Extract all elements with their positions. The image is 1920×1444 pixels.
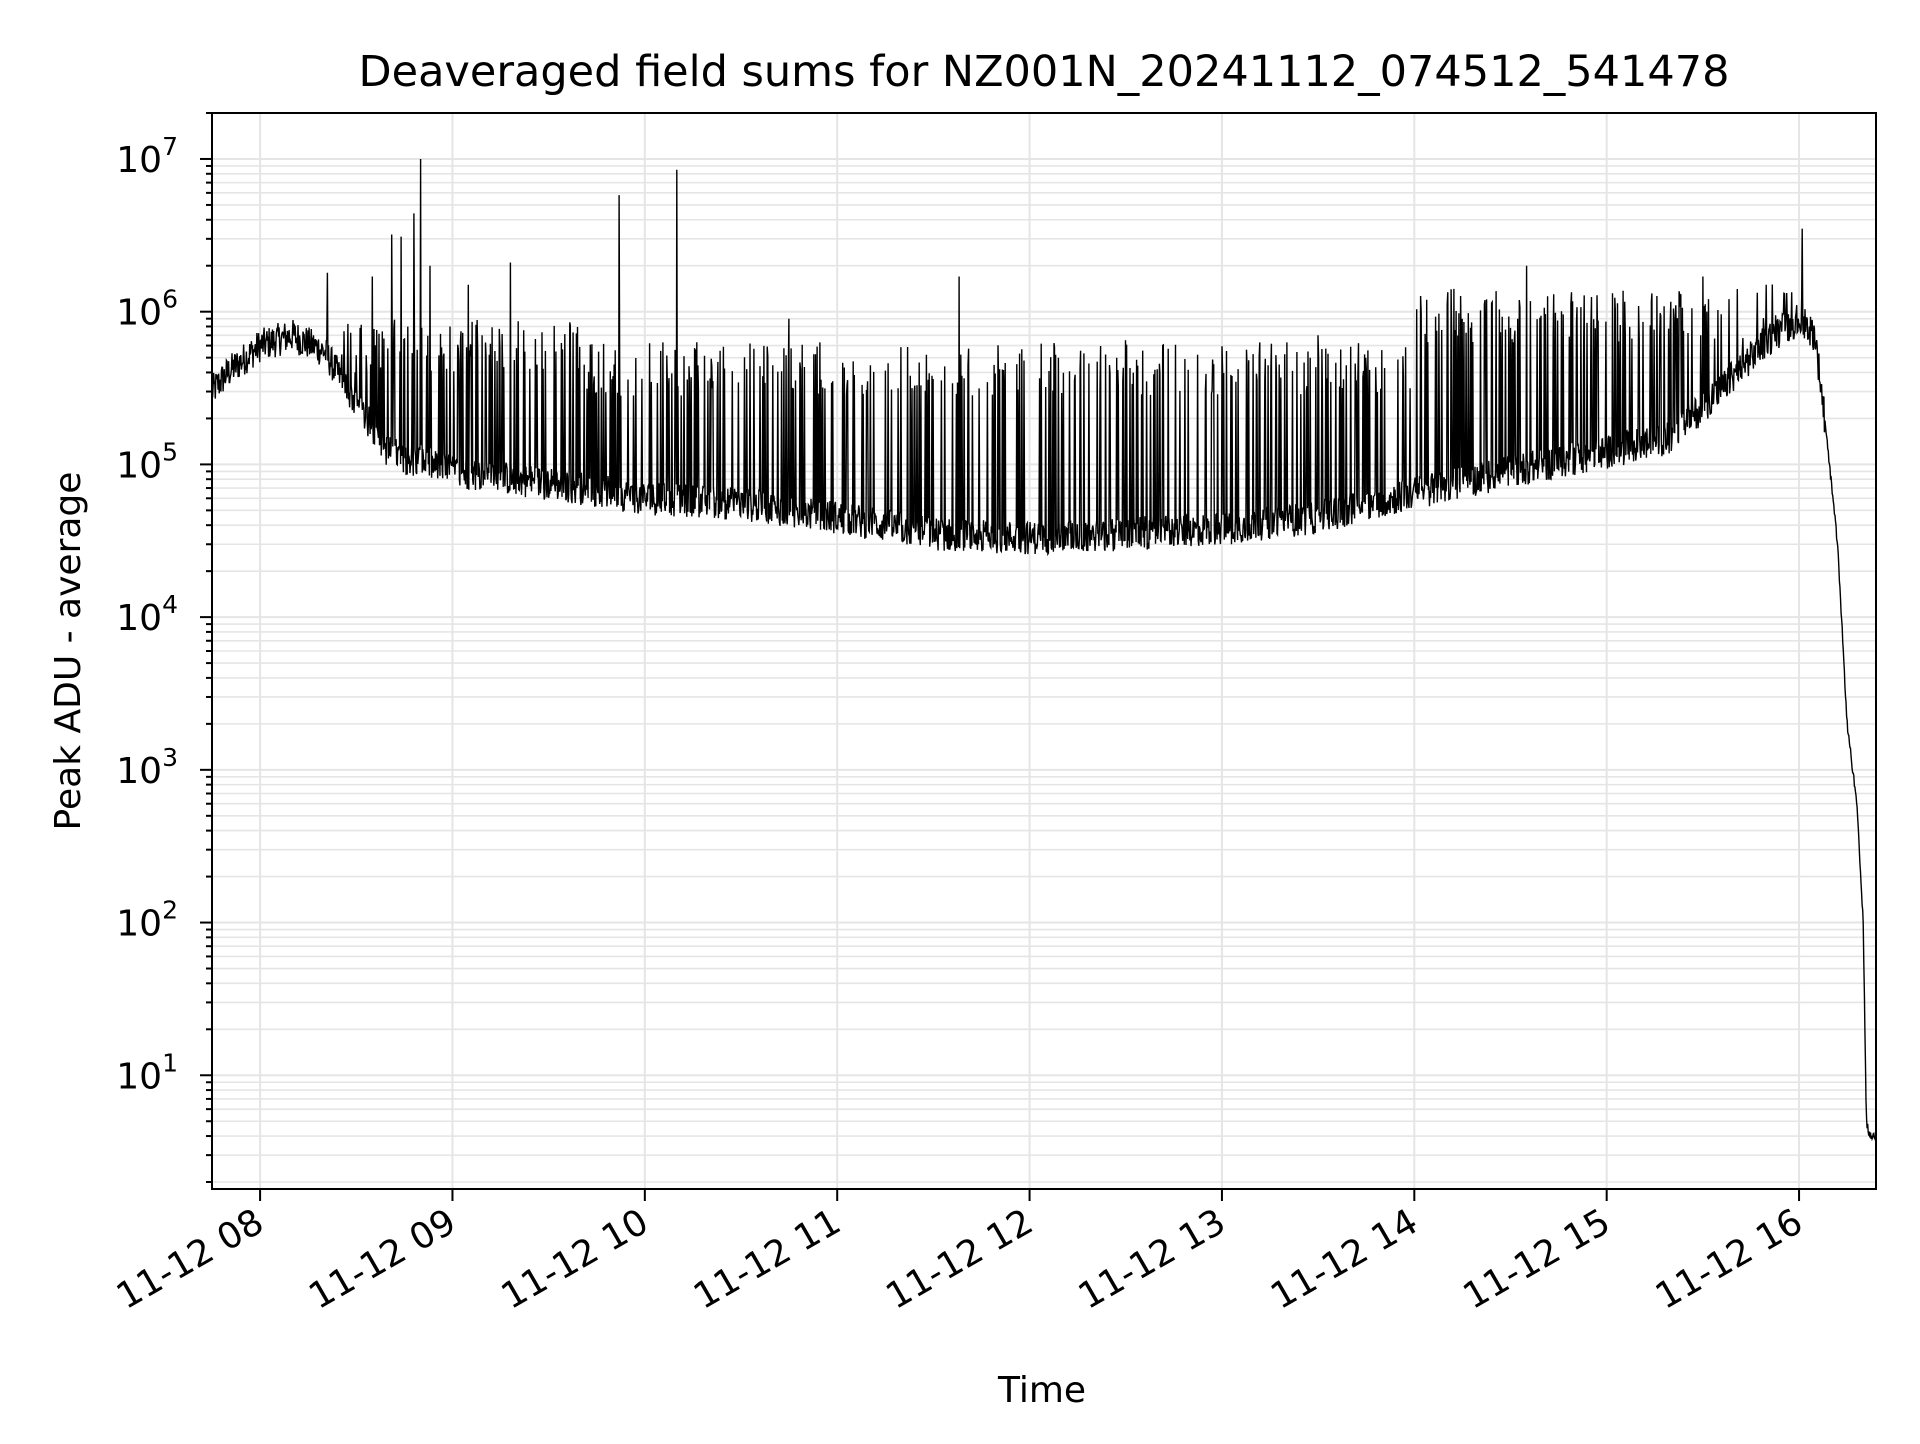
y-tick-base: 10 <box>116 293 162 334</box>
y-tick-base: 10 <box>116 140 162 181</box>
y-tick-label: 102 <box>116 896 178 945</box>
chart-title: Deaveraged field sums for NZ001N_2024111… <box>359 47 1730 97</box>
y-tick-exponent: 7 <box>162 132 178 161</box>
y-tick-label: 103 <box>116 743 178 792</box>
y-tick-exponent: 5 <box>162 437 178 466</box>
y-tick-base: 10 <box>116 904 162 945</box>
y-tick-label: 107 <box>116 132 178 181</box>
y-axis-label: Peak ADU - average <box>48 472 89 831</box>
y-tick-exponent: 4 <box>162 590 178 619</box>
y-tick-base: 10 <box>116 598 162 639</box>
y-tick-exponent: 3 <box>162 743 178 772</box>
y-tick-exponent: 2 <box>162 896 178 925</box>
y-tick-exponent: 6 <box>162 285 178 314</box>
grid-lines <box>212 112 1876 1189</box>
y-tick-exponent: 1 <box>162 1048 178 1077</box>
y-tick-label: 104 <box>116 590 178 639</box>
y-tick-base: 10 <box>116 445 162 486</box>
y-tick-label: 105 <box>116 437 178 486</box>
y-tick-base: 10 <box>116 1056 162 1097</box>
x-axis-label: Time <box>997 1370 1086 1411</box>
series-line <box>211 158 1877 1142</box>
plot-data <box>211 158 1877 1142</box>
y-tick-label: 101 <box>116 1048 178 1097</box>
y-tick-label: 106 <box>116 285 178 334</box>
y-tick-base: 10 <box>116 751 162 792</box>
